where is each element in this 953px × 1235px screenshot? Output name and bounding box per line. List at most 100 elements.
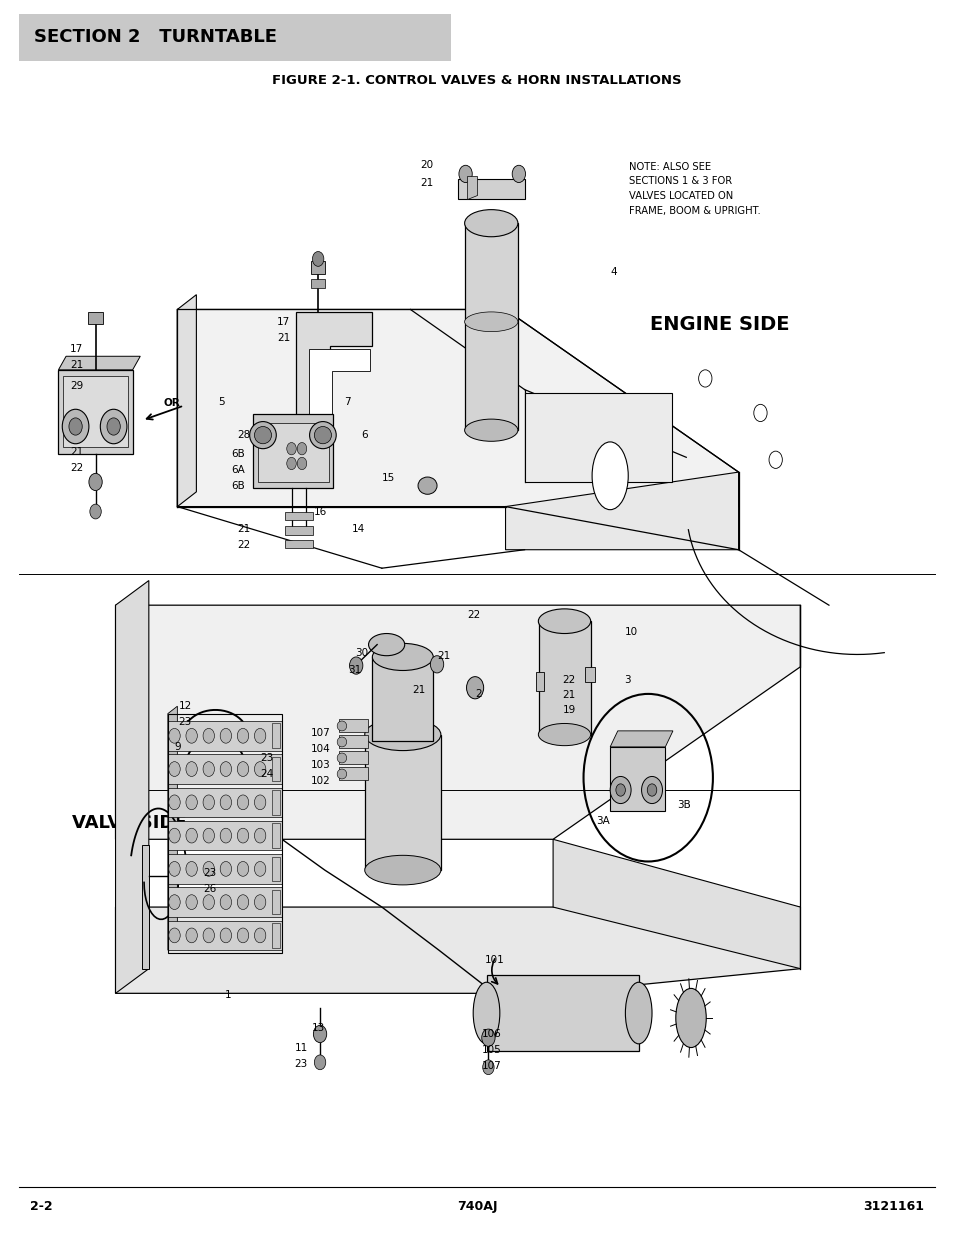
- Circle shape: [297, 457, 307, 469]
- Bar: [168, 888, 282, 916]
- Text: 23: 23: [178, 718, 192, 727]
- Circle shape: [466, 677, 483, 699]
- Circle shape: [169, 762, 180, 777]
- Polygon shape: [115, 906, 800, 993]
- Circle shape: [220, 729, 232, 743]
- Bar: [285, 526, 314, 535]
- Circle shape: [89, 473, 102, 490]
- Text: 23: 23: [260, 753, 274, 763]
- Polygon shape: [142, 846, 149, 968]
- Bar: [457, 179, 524, 199]
- Text: 103: 103: [311, 761, 330, 771]
- Circle shape: [254, 795, 266, 810]
- Polygon shape: [58, 356, 140, 369]
- Circle shape: [768, 451, 781, 468]
- Circle shape: [237, 894, 249, 909]
- Text: 20: 20: [419, 161, 433, 170]
- Text: 30: 30: [355, 648, 368, 658]
- Text: 28: 28: [237, 430, 251, 440]
- Text: 17: 17: [277, 316, 291, 327]
- Bar: [312, 279, 324, 289]
- Polygon shape: [177, 295, 196, 506]
- Circle shape: [287, 442, 296, 454]
- Circle shape: [237, 862, 249, 877]
- Bar: [285, 511, 314, 520]
- Text: 2-2: 2-2: [30, 1200, 52, 1213]
- Text: 15: 15: [381, 473, 395, 483]
- Circle shape: [203, 762, 214, 777]
- FancyBboxPatch shape: [18, 14, 451, 61]
- Bar: [168, 855, 282, 884]
- Circle shape: [254, 729, 266, 743]
- Circle shape: [254, 762, 266, 777]
- Bar: [338, 767, 367, 781]
- Circle shape: [220, 829, 232, 844]
- Bar: [168, 755, 282, 784]
- Circle shape: [220, 862, 232, 877]
- Text: 2: 2: [475, 689, 481, 699]
- Bar: [58, 369, 132, 453]
- Circle shape: [186, 795, 197, 810]
- Text: 21: 21: [412, 685, 425, 695]
- Circle shape: [753, 404, 766, 421]
- Text: 13: 13: [312, 1023, 324, 1032]
- Ellipse shape: [417, 477, 436, 494]
- Circle shape: [512, 165, 525, 183]
- Ellipse shape: [464, 312, 517, 332]
- Text: 3: 3: [624, 676, 630, 685]
- Text: 21: 21: [562, 690, 576, 700]
- Bar: [338, 751, 367, 764]
- Circle shape: [237, 729, 249, 743]
- Bar: [168, 920, 282, 950]
- Circle shape: [203, 894, 214, 909]
- Bar: [168, 788, 282, 818]
- Ellipse shape: [250, 421, 276, 448]
- Ellipse shape: [336, 721, 346, 731]
- Text: 11: 11: [294, 1042, 307, 1052]
- Ellipse shape: [368, 634, 404, 656]
- Circle shape: [297, 442, 307, 454]
- Bar: [285, 540, 314, 548]
- Circle shape: [616, 784, 625, 797]
- Circle shape: [430, 656, 443, 673]
- Circle shape: [186, 829, 197, 844]
- Circle shape: [254, 927, 266, 942]
- Bar: [486, 974, 639, 1051]
- Bar: [273, 890, 280, 914]
- Circle shape: [203, 829, 214, 844]
- Circle shape: [169, 862, 180, 877]
- Text: 1: 1: [225, 989, 232, 999]
- Text: 23: 23: [203, 867, 216, 878]
- Bar: [585, 667, 595, 682]
- Text: 21: 21: [419, 178, 433, 188]
- Ellipse shape: [336, 769, 346, 779]
- Ellipse shape: [592, 442, 628, 510]
- Circle shape: [610, 777, 631, 804]
- Polygon shape: [467, 177, 476, 199]
- Ellipse shape: [625, 982, 651, 1044]
- Text: 14: 14: [351, 524, 364, 534]
- Text: 22: 22: [562, 676, 576, 685]
- Polygon shape: [296, 312, 372, 475]
- Circle shape: [203, 729, 214, 743]
- Text: OR: OR: [163, 398, 180, 408]
- Circle shape: [203, 927, 214, 942]
- Bar: [273, 757, 280, 782]
- Ellipse shape: [464, 419, 517, 441]
- Circle shape: [237, 795, 249, 810]
- Circle shape: [314, 1055, 325, 1070]
- Text: 19: 19: [562, 705, 576, 715]
- Circle shape: [186, 762, 197, 777]
- Text: 22: 22: [467, 610, 480, 620]
- Circle shape: [169, 829, 180, 844]
- Circle shape: [237, 927, 249, 942]
- Circle shape: [254, 862, 266, 877]
- Text: ENGINE SIDE: ENGINE SIDE: [649, 315, 788, 333]
- Text: 22: 22: [237, 540, 251, 550]
- Circle shape: [220, 795, 232, 810]
- Text: 6B: 6B: [232, 480, 245, 490]
- Circle shape: [169, 927, 180, 942]
- Text: 21: 21: [237, 524, 251, 534]
- Text: 106: 106: [481, 1029, 501, 1039]
- Circle shape: [100, 409, 127, 443]
